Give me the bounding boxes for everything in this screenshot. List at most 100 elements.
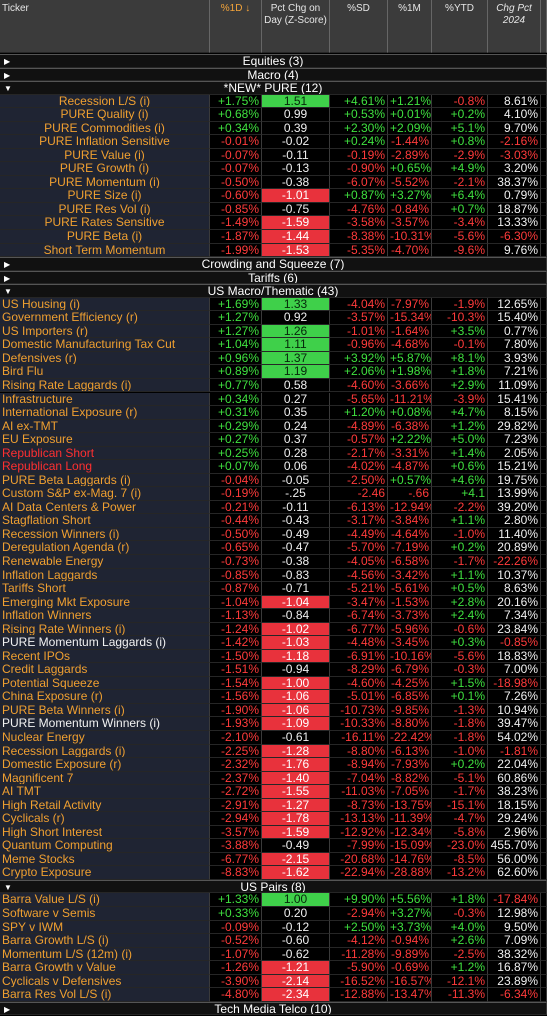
section-header[interactable]: US Macro/Thematic (43) ▼	[0, 284, 547, 298]
ticker-name[interactable]: High Short Interest	[0, 825, 210, 840]
ticker-name[interactable]: Republican Long	[0, 460, 210, 474]
column-header[interactable]: %SD	[330, 0, 388, 53]
ticker-name[interactable]: PURE Res Vol (i)	[0, 202, 210, 217]
ticker-name[interactable]: Magnificent 7	[0, 771, 210, 786]
expand-arrow[interactable]: ▼	[4, 84, 12, 94]
expand-arrow[interactable]: ▶	[4, 70, 11, 80]
ticker-name[interactable]: Cyclicals v Defensives	[0, 974, 210, 989]
ticker-name[interactable]: PURE Momentum Laggards (i)	[0, 636, 210, 650]
ticker-name[interactable]: Meme Stocks	[0, 852, 210, 867]
section-header[interactable]: Macro (4) ▶	[0, 67, 547, 82]
ticker-name[interactable]: Cyclicals (r)	[0, 812, 210, 826]
value-cell: +0.08%	[388, 406, 432, 420]
ticker-name[interactable]: PURE Rates Sensitive	[0, 216, 210, 230]
ticker-name[interactable]: PURE Beta Laggards (i)	[0, 473, 210, 488]
section-header[interactable]: Equities (3) ▶	[0, 54, 547, 68]
ticker-name[interactable]: Momentum L/S (12m) (i)	[0, 947, 210, 962]
ticker-name[interactable]: Defensives (r)	[0, 351, 210, 366]
ticker-name[interactable]: Nuclear Energy	[0, 731, 210, 745]
value-cell: +5.87%	[388, 351, 432, 366]
ticker-name[interactable]: Barra Growth L/S (i)	[0, 934, 210, 948]
ticker-name[interactable]: Barra Res Vol L/S (i)	[0, 988, 210, 1002]
ticker-name[interactable]: Inflation Laggards	[0, 568, 210, 583]
ticker-name[interactable]: US Importers (r)	[0, 324, 210, 339]
expand-arrow[interactable]: ▶	[4, 273, 11, 283]
row-edge	[541, 609, 547, 623]
value-cell: 12.98%	[488, 907, 541, 921]
value-cell: +2.09%	[388, 121, 432, 136]
ticker-name[interactable]: Domestic Manufacturing Tax Cut	[0, 338, 210, 352]
ticker-name[interactable]: PURE Quality (i)	[0, 108, 210, 122]
ticker-name[interactable]: PURE Commodities (i)	[0, 121, 210, 136]
ticker-name[interactable]: PURE Value (i)	[0, 148, 210, 163]
ticker-name[interactable]: Rising Rate Winners (i)	[0, 622, 210, 637]
ticker-name[interactable]: SPY v IWM	[0, 920, 210, 935]
expand-arrow[interactable]: ▶	[4, 1004, 11, 1014]
ticker-name[interactable]: Stagflation Short	[0, 514, 210, 528]
ticker-name[interactable]: Barra Growth v Value	[0, 961, 210, 975]
ticker-name[interactable]: US Housing (i)	[0, 297, 210, 312]
ticker-name[interactable]: Deregulation Agenda (r)	[0, 541, 210, 555]
ticker-name[interactable]: PURE Momentum (i)	[0, 175, 210, 190]
expand-arrow[interactable]: ▶	[4, 260, 11, 270]
ticker-name[interactable]: PURE Size (i)	[0, 189, 210, 203]
ticker-name[interactable]: Quantum Computing	[0, 839, 210, 853]
section-header[interactable]: Crowding and Squeeze (7) ▶	[0, 257, 547, 271]
expand-arrow[interactable]: ▼	[4, 882, 12, 892]
ticker-name[interactable]: Software v Semis	[0, 907, 210, 921]
ticker-name[interactable]: PURE Momentum Winners (i)	[0, 717, 210, 731]
ticker-name[interactable]: Crypto Exposure	[0, 866, 210, 880]
ticker-name[interactable]: Recession Winners (i)	[0, 527, 210, 542]
expand-arrow[interactable]: ▼	[4, 287, 12, 297]
column-header[interactable]: %1D ↓	[210, 0, 262, 53]
ticker-name[interactable]: Tariffs Short	[0, 582, 210, 596]
ticker-name[interactable]: Credit Laggards	[0, 663, 210, 677]
ticker-name[interactable]: PURE Growth (i)	[0, 162, 210, 176]
section-header[interactable]: *NEW* PURE (12) ▼	[0, 81, 547, 95]
value-cell: -6.91%	[330, 649, 388, 664]
section-header[interactable]: US Pairs (8) ▼	[0, 879, 547, 894]
section-header[interactable]: Tariffs (6) ▶	[0, 270, 547, 285]
ticker-name[interactable]: Recession L/S (i)	[0, 94, 210, 109]
ticker-name[interactable]: Renewable Energy	[0, 554, 210, 569]
ticker-name[interactable]: AI TMT	[0, 785, 210, 799]
ticker-name[interactable]: China Exposure (r)	[0, 690, 210, 704]
z-score: -0.84	[262, 609, 330, 623]
z-score: -1.78	[262, 812, 330, 826]
ticker-name[interactable]: EU Exposure	[0, 433, 210, 447]
ticker-name[interactable]: Rising Rate Laggards (i)	[0, 378, 210, 393]
ticker-name[interactable]: Emerging Mkt Exposure	[0, 595, 210, 610]
section-header[interactable]: Tech Media Telco (10) ▶	[0, 1001, 547, 1016]
ticker-name[interactable]: PURE Inflation Sensitive	[0, 135, 210, 149]
value-cell: +2.9%	[432, 378, 488, 393]
ticker-name[interactable]: AI Data Centers & Power	[0, 500, 210, 515]
value-cell: -1.7%	[432, 554, 488, 569]
ticker-name[interactable]: Recession Laggards (i)	[0, 744, 210, 759]
ticker-name[interactable]: International Exposure (r)	[0, 406, 210, 420]
ticker-name[interactable]: Recent IPOs	[0, 649, 210, 664]
ticker-name[interactable]: Inflation Winners	[0, 609, 210, 623]
row-edge	[541, 433, 547, 447]
ticker-name[interactable]: Short Term Momentum	[0, 243, 210, 258]
column-header[interactable]: Ticker	[0, 0, 210, 53]
ticker-name[interactable]: PURE Beta (i)	[0, 230, 210, 244]
ticker-name[interactable]: Custom S&P ex-Mag. 7 (i)	[0, 487, 210, 501]
column-header[interactable]: %YTD	[432, 0, 488, 53]
ticker-name[interactable]: Potential Squeeze	[0, 676, 210, 691]
value-cell: +0.31%	[210, 406, 262, 420]
expand-arrow[interactable]: ▶	[4, 57, 11, 66]
value-cell: -1.56%	[210, 690, 262, 704]
ticker-name[interactable]: Republican Short	[0, 446, 210, 461]
ticker-name[interactable]: High Retail Activity	[0, 798, 210, 813]
ticker-name[interactable]: Bird Flu	[0, 365, 210, 379]
column-header[interactable]: Chg Pct 2024	[488, 0, 541, 53]
column-header[interactable]: %1M	[388, 0, 432, 53]
ticker-name[interactable]: Domestic Exposure (r)	[0, 758, 210, 772]
ticker-name[interactable]: PURE Beta Winners (i)	[0, 703, 210, 718]
column-header[interactable]: Pct Chg on Day (Z-Score)	[262, 0, 330, 53]
ticker-name[interactable]: AI ex-TMT	[0, 419, 210, 434]
ticker-name[interactable]: Infrastructure	[0, 392, 210, 407]
z-score: -1.76	[262, 758, 330, 772]
ticker-name[interactable]: Government Efficiency (r)	[0, 311, 210, 325]
ticker-name[interactable]: Barra Value L/S (i)	[0, 893, 210, 907]
